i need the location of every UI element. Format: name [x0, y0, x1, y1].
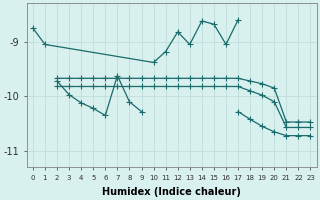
X-axis label: Humidex (Indice chaleur): Humidex (Indice chaleur) — [102, 187, 241, 197]
